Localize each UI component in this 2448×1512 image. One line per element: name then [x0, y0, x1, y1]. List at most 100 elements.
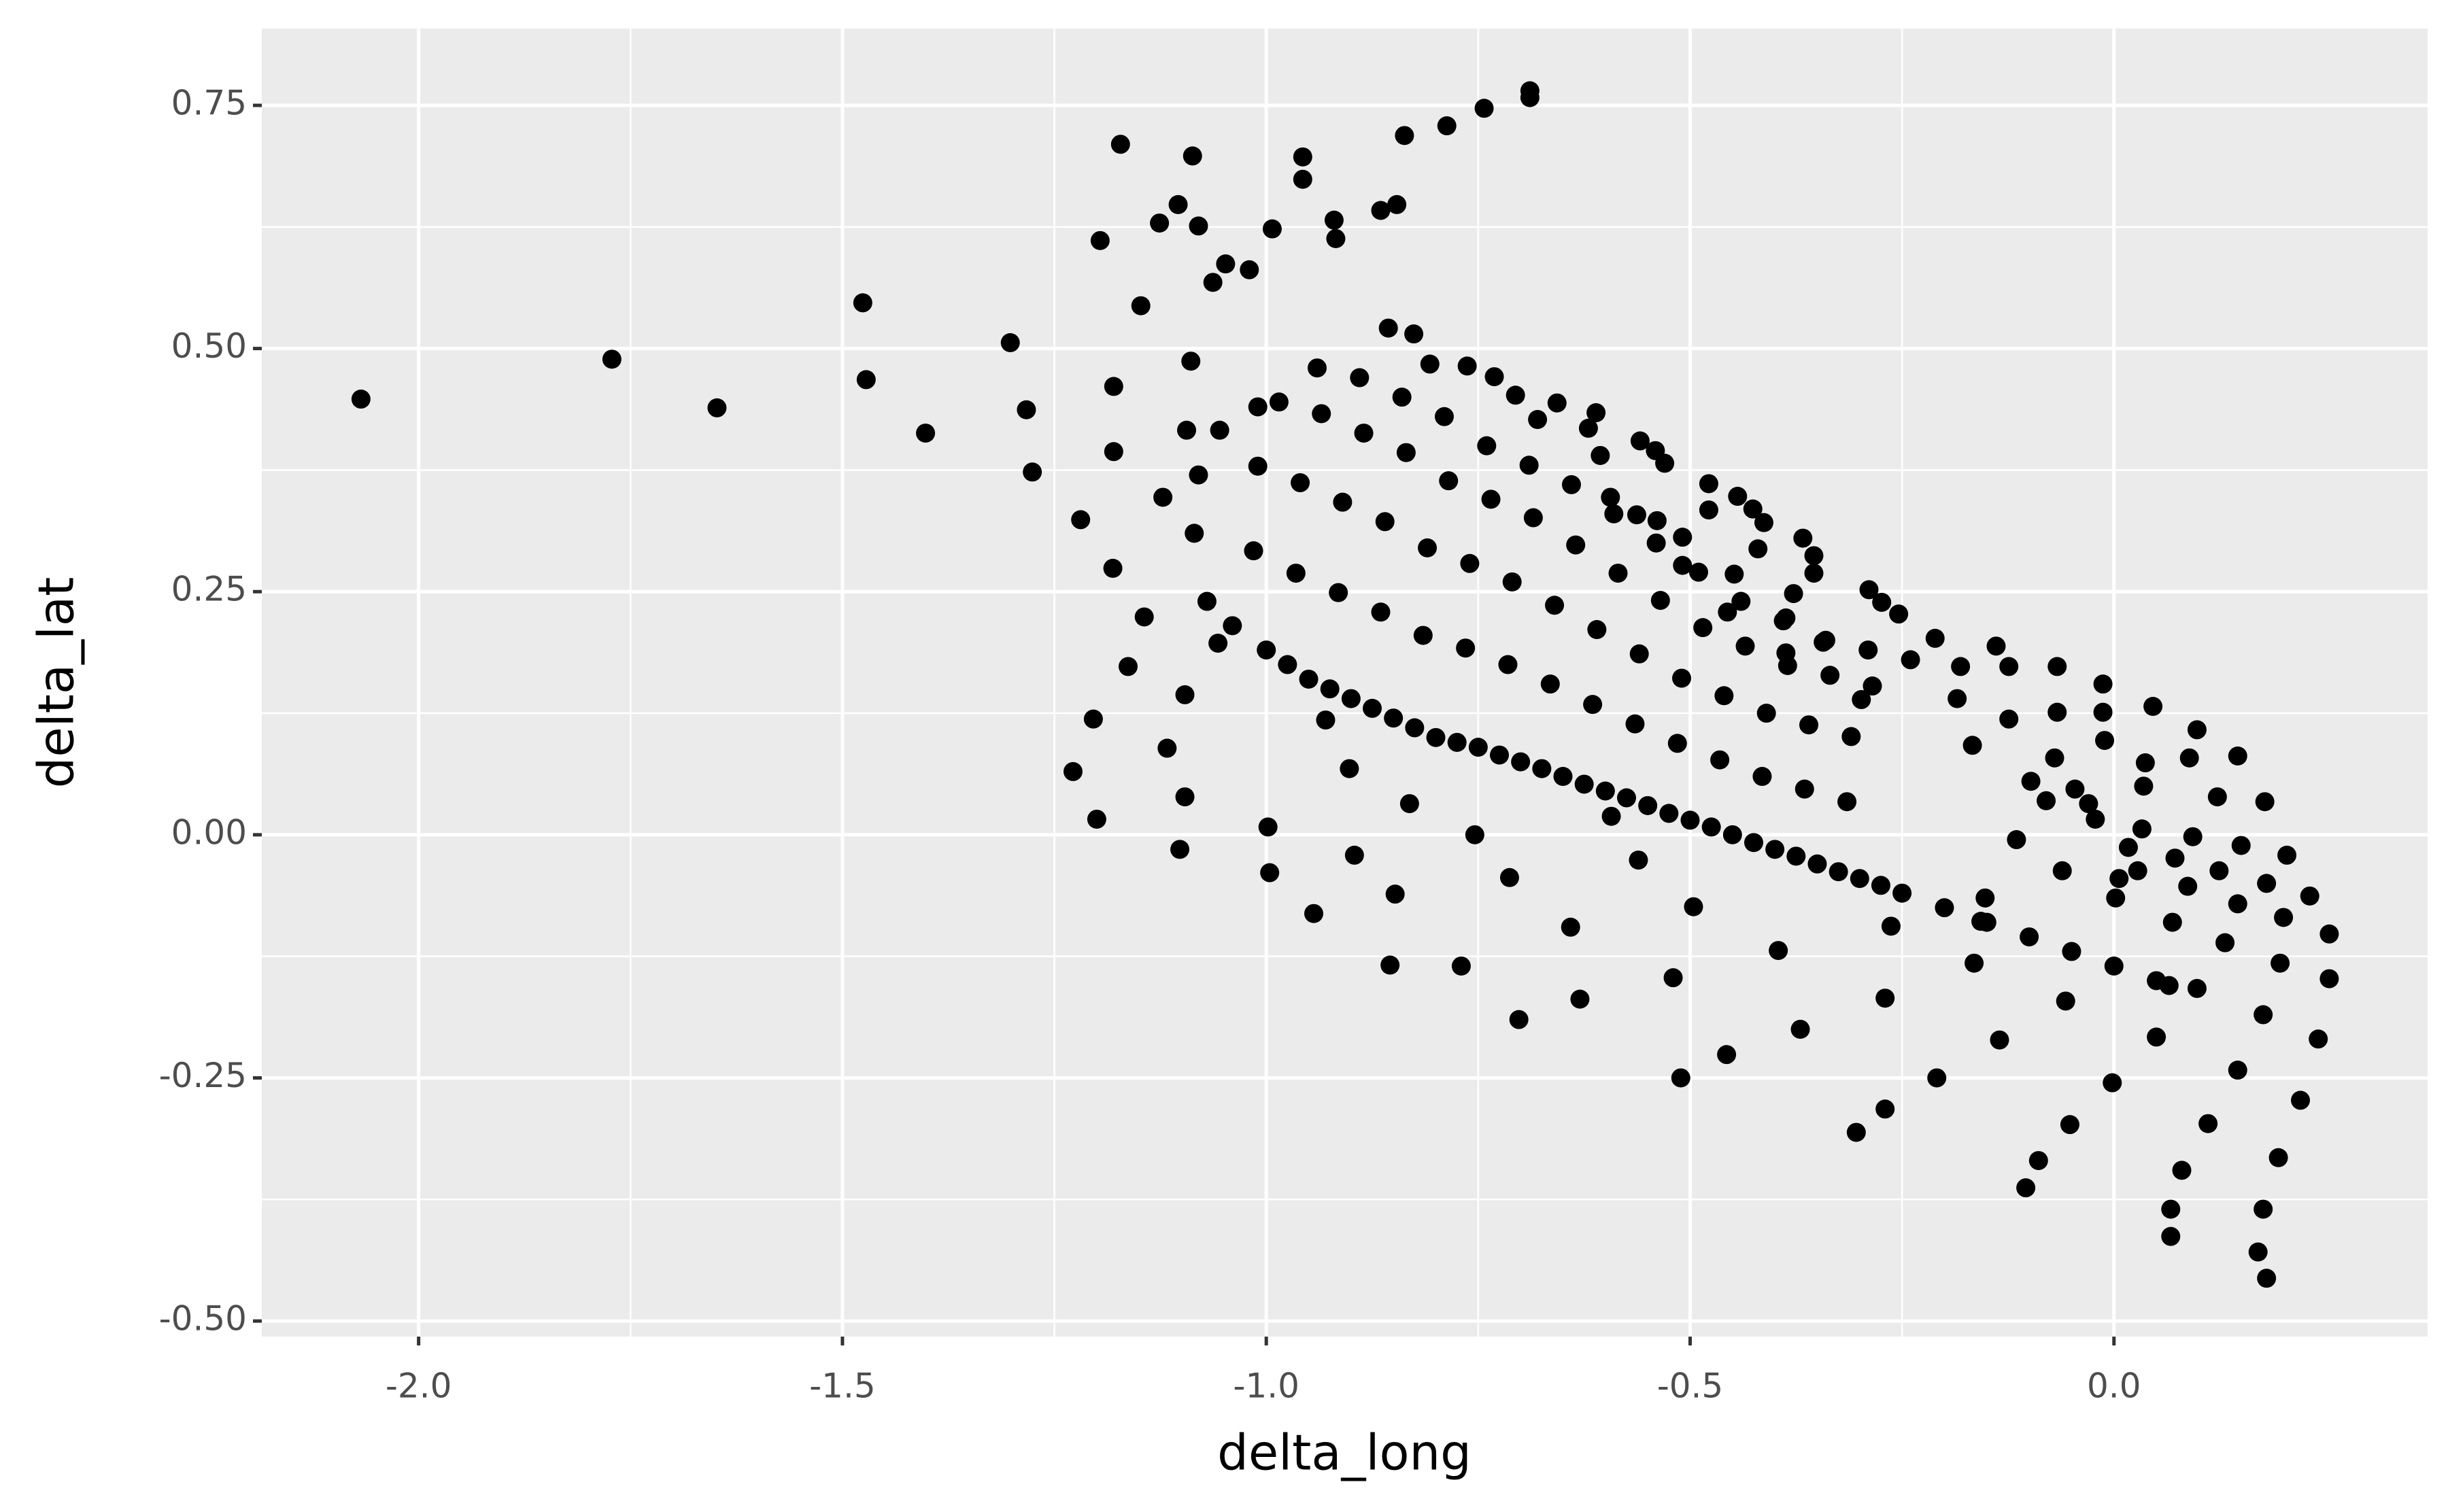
point	[2128, 861, 2147, 880]
point	[1183, 146, 1202, 166]
point	[1119, 657, 1138, 676]
point	[1499, 867, 1519, 887]
x-tick-label: -2.0	[386, 1367, 452, 1406]
point	[1935, 898, 1954, 918]
point	[1324, 210, 1344, 230]
point	[2257, 1269, 2277, 1288]
x-axis-title: delta_long	[1217, 1424, 1472, 1481]
point	[1387, 194, 1407, 214]
point	[2254, 1199, 2273, 1219]
point	[1465, 825, 1484, 844]
point	[1299, 669, 1319, 689]
point	[1671, 1068, 1690, 1088]
point	[2147, 1027, 2166, 1047]
point	[1858, 640, 1878, 660]
point	[1680, 810, 1700, 830]
point	[2209, 861, 2229, 880]
point	[1591, 445, 1610, 465]
point	[2172, 1161, 2192, 1180]
point	[1627, 505, 1646, 525]
point	[2109, 869, 2129, 889]
point	[1278, 655, 1297, 674]
point	[1175, 787, 1195, 807]
point	[1104, 442, 1123, 462]
point	[1420, 354, 1440, 374]
point	[1293, 147, 1312, 167]
point	[2045, 748, 2064, 768]
point	[2056, 991, 2075, 1011]
point	[2028, 1151, 2048, 1171]
point	[2135, 753, 2155, 773]
x-tick-label: -1.5	[809, 1367, 876, 1406]
point	[1659, 804, 1679, 823]
point	[1456, 638, 1476, 658]
point	[1434, 407, 1454, 426]
point	[1765, 840, 1785, 859]
y-tick-label: 0.50	[171, 326, 247, 366]
point	[1881, 916, 1901, 936]
point	[1269, 392, 1289, 412]
point	[1850, 869, 1869, 889]
point	[1134, 607, 1154, 627]
point	[1320, 679, 1340, 699]
point	[1286, 564, 1306, 583]
point	[1999, 657, 2019, 676]
point	[1371, 602, 1391, 622]
point	[1197, 591, 1217, 611]
point	[2274, 908, 2294, 927]
point	[2291, 1090, 2311, 1110]
point	[1418, 538, 1438, 557]
point	[2162, 912, 2182, 932]
point	[1341, 689, 1361, 708]
point	[1608, 564, 1628, 583]
point	[2062, 942, 2081, 961]
point	[1561, 475, 1581, 494]
point	[1340, 759, 1359, 778]
point	[2309, 1029, 2328, 1049]
point	[856, 370, 876, 390]
point	[1673, 528, 1693, 547]
point	[1447, 732, 1467, 752]
point	[2187, 720, 2207, 740]
point	[1630, 431, 1650, 451]
point	[1545, 596, 1565, 615]
point	[1625, 714, 1645, 734]
point	[1786, 846, 1806, 866]
point	[1647, 511, 1667, 530]
point	[1023, 462, 1042, 482]
point	[1375, 512, 1395, 532]
point	[2207, 787, 2227, 807]
point	[1773, 611, 1793, 631]
point	[2228, 894, 2247, 914]
point	[1189, 216, 1208, 236]
point	[1965, 953, 1984, 973]
point	[1977, 912, 1996, 932]
point	[2161, 1226, 2181, 1246]
point	[1804, 546, 1824, 566]
point	[2277, 845, 2297, 865]
point	[1601, 487, 1620, 507]
point	[1927, 1068, 1947, 1088]
point	[1354, 424, 1374, 443]
point	[1519, 456, 1539, 475]
point	[2300, 886, 2319, 906]
point	[1718, 602, 1737, 622]
point	[1451, 956, 1471, 976]
point	[2134, 776, 2154, 796]
point	[2268, 1148, 2288, 1167]
point	[1852, 690, 1871, 710]
point	[1083, 709, 1103, 729]
point	[1223, 616, 1242, 636]
point	[2165, 848, 2185, 868]
point	[1701, 817, 1721, 837]
point	[2093, 702, 2113, 722]
point	[1153, 487, 1173, 507]
point	[916, 424, 936, 443]
point	[1071, 510, 1091, 530]
point	[1951, 657, 1971, 676]
point	[1816, 630, 1835, 650]
point	[2319, 924, 2339, 944]
point	[1748, 539, 1768, 559]
point	[2047, 702, 2067, 722]
point	[1871, 876, 1890, 895]
